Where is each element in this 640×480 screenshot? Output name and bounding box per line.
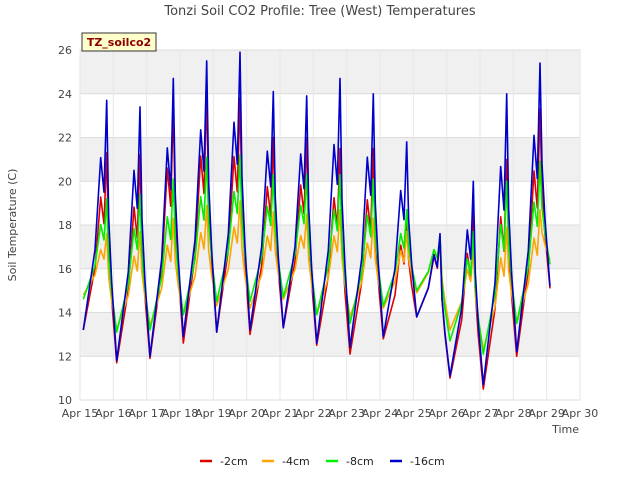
plot-band: [80, 312, 580, 357]
x-tick-label: Apr 19: [195, 407, 232, 420]
y-axis-label: Soil Temperature (C): [6, 169, 19, 282]
x-axis-label: Time: [551, 423, 579, 436]
legend-label: -16cm: [410, 455, 445, 468]
x-tick-label: Apr 27: [462, 407, 499, 420]
plot-band: [80, 137, 580, 182]
y-tick-label: 24: [58, 88, 72, 101]
y-tick-label: 12: [58, 350, 72, 363]
legend-label: -2cm: [220, 455, 248, 468]
x-tick-label: Apr 26: [428, 407, 465, 420]
y-tick-label: 22: [58, 132, 72, 145]
legend: -2cm -4cm -8cm -16cm: [200, 455, 445, 468]
series-lines: [82, 51, 551, 390]
legend-label: -8cm: [346, 455, 374, 468]
x-tick-label: Apr 24: [362, 407, 399, 420]
y-tick-label: 14: [58, 307, 72, 320]
y-tick-label: 26: [58, 44, 72, 57]
x-tick-label: Apr 17: [128, 407, 165, 420]
chart-title: Tonzi Soil CO2 Profile: Tree (West) Temp…: [163, 4, 476, 19]
plot-band: [80, 50, 580, 94]
x-tick-label: Apr 22: [295, 407, 332, 420]
x-tick-label: Apr 23: [328, 407, 365, 420]
plot-band: [80, 356, 580, 400]
x-tick-label: Apr 28: [495, 407, 532, 420]
legend-label: -4cm: [282, 455, 310, 468]
y-tick-label: 10: [58, 394, 72, 407]
badge-label: TZ_soilco2: [87, 36, 151, 49]
plot-band: [80, 93, 580, 138]
x-tick-label: Apr 20: [228, 407, 265, 420]
badge-box: [81, 32, 157, 52]
x-tick-label: Apr 16: [95, 407, 132, 420]
y-tick-label: 16: [58, 263, 72, 276]
x-tick-label: Apr 30: [562, 407, 599, 420]
y-tick-label: 20: [58, 175, 72, 188]
y-tick-labels: 10 12 14 16 18 20 22 24 26: [58, 44, 72, 407]
x-tick-label: Apr 29: [528, 407, 565, 420]
badge: TZ_soilco2: [81, 32, 157, 52]
x-tick-label: Apr 15: [62, 407, 99, 420]
x-tick-label: Apr 18: [162, 407, 199, 420]
series-line-neg16cm: [82, 51, 551, 386]
x-tick-label: Apr 25: [395, 407, 432, 420]
x-tick-label: Apr 21: [262, 407, 299, 420]
y-tick-label: 18: [58, 219, 72, 232]
